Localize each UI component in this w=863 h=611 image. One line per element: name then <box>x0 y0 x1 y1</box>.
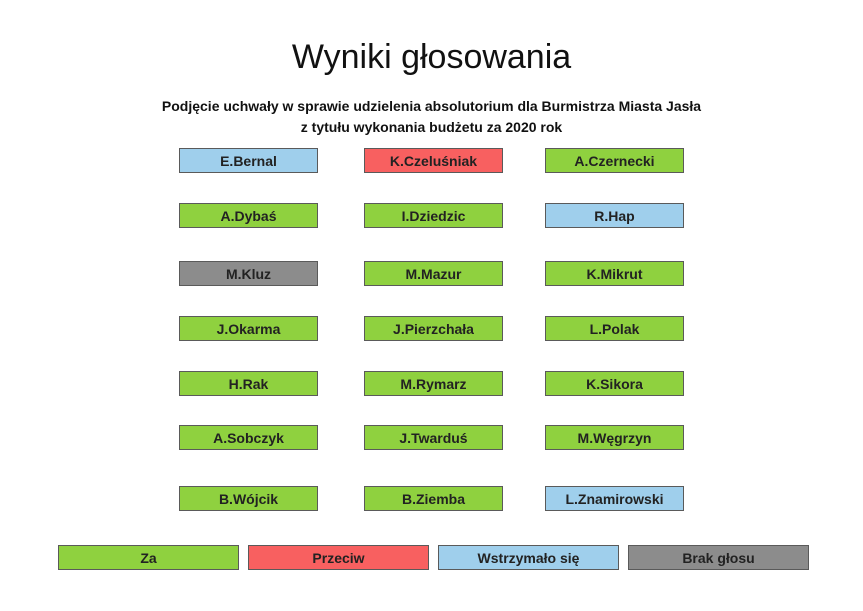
member-box: M.Kluz <box>179 261 318 286</box>
member-box: E.Bernal <box>179 148 318 173</box>
member-box: B.Ziemba <box>364 486 503 511</box>
member-box: M.Rymarz <box>364 371 503 396</box>
legend-item: Za <box>58 545 239 570</box>
legend-item: Przeciw <box>248 545 429 570</box>
member-box: A.Dybaś <box>179 203 318 228</box>
member-box: A.Sobczyk <box>179 425 318 450</box>
member-box: J.Twarduś <box>364 425 503 450</box>
member-box: I.Dziedzic <box>364 203 503 228</box>
subtitle: z tytułu wykonania budżetu za 2020 rok <box>300 119 563 135</box>
member-box: H.Rak <box>179 371 318 396</box>
member-box: M.Mazur <box>364 261 503 286</box>
member-box: J.Pierzchała <box>364 316 503 341</box>
member-box: L.Znamirowski <box>545 486 684 511</box>
member-box: B.Wójcik <box>179 486 318 511</box>
title: Wyniki głosowania <box>291 38 572 76</box>
member-box: K.Sikora <box>545 371 684 396</box>
member-box: R.Hap <box>545 203 684 228</box>
subtitle: Podjęcie uchwały w sprawie udzielenia ab… <box>161 98 702 114</box>
member-box: L.Polak <box>545 316 684 341</box>
legend-item: Brak głosu <box>628 545 809 570</box>
member-box: K.Mikrut <box>545 261 684 286</box>
member-box: K.Czeluśniak <box>364 148 503 173</box>
member-box: A.Czernecki <box>545 148 684 173</box>
member-box: M.Węgrzyn <box>545 425 684 450</box>
legend-item: Wstrzymało się <box>438 545 619 570</box>
member-box: J.Okarma <box>179 316 318 341</box>
